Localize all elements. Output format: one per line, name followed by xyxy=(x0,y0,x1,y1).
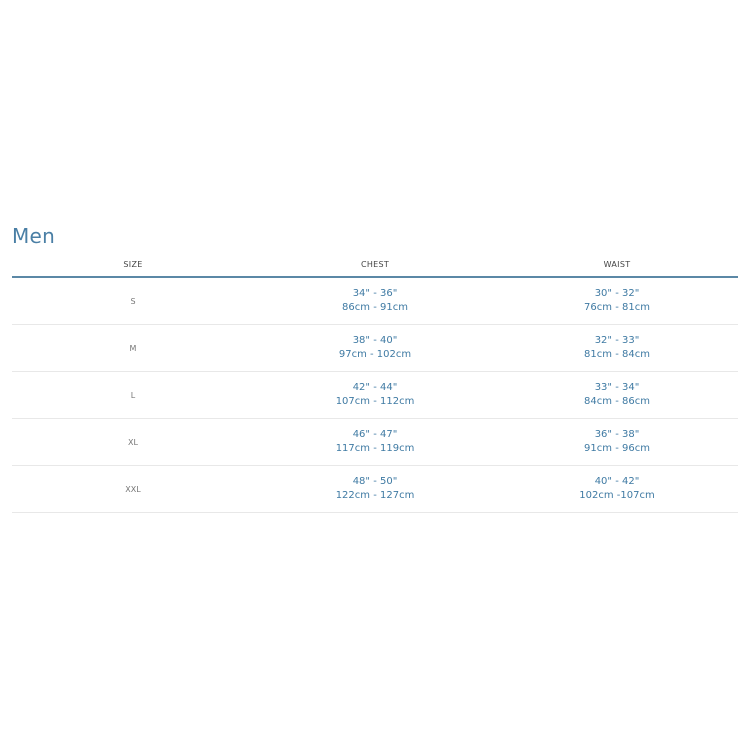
waist-cell: 40" - 42" 102cm -107cm xyxy=(496,465,738,513)
size-cell: L xyxy=(12,371,254,419)
chest-cm: 107cm - 112cm xyxy=(335,396,415,407)
chest-cm: 97cm - 102cm xyxy=(338,349,412,360)
column-header-chest: CHEST xyxy=(254,260,496,278)
waist-inches: 40" - 42" xyxy=(594,476,640,487)
waist-cm: 76cm - 81cm xyxy=(584,302,650,313)
chest-cell: 42" - 44" 107cm - 112cm xyxy=(254,371,496,419)
waist-inches: 33" - 34" xyxy=(594,382,640,393)
waist-cm: 91cm - 96cm xyxy=(584,443,650,454)
table-row: XXL 48" - 50" 122cm - 127cm 40" - 42" 102cm … xyxy=(12,465,738,513)
chest-inches: 42" - 44" xyxy=(352,382,398,393)
waist-inches: 32" - 33" xyxy=(594,335,640,346)
waist-cell: 30" - 32" 76cm - 81cm xyxy=(496,277,738,325)
chest-cm: 117cm - 119cm xyxy=(335,443,415,454)
table-row: XL 46" - 47" 117cm - 119cm 36" - 38" 91cm - … xyxy=(12,418,738,466)
column-header-size: SIZE xyxy=(12,260,254,278)
size-cell: XL xyxy=(12,418,254,466)
size-chart-table: SIZE CHEST WAIST S 34" - 36" 86cm - 91cm 30… xyxy=(12,260,738,513)
chest-inches: 48" - 50" xyxy=(352,476,398,487)
column-header-waist: WAIST xyxy=(496,260,738,278)
chest-cm: 86cm - 91cm xyxy=(342,302,408,313)
size-cell: M xyxy=(12,324,254,372)
chest-cell: 48" - 50" 122cm - 127cm xyxy=(254,465,496,513)
waist-cm: 84cm - 86cm xyxy=(584,396,650,407)
chest-inches: 38" - 40" xyxy=(352,335,398,346)
page-title: Men xyxy=(12,224,56,248)
chest-cell: 46" - 47" 117cm - 119cm xyxy=(254,418,496,466)
waist-cell: 32" - 33" 81cm - 84cm xyxy=(496,324,738,372)
waist-cell: 33" - 34" 84cm - 86cm xyxy=(496,371,738,419)
waist-inches: 36" - 38" xyxy=(594,429,640,440)
table-row: M 38" - 40" 97cm - 102cm 32" - 33" 81cm - 84… xyxy=(12,324,738,372)
table-header-row: SIZE CHEST WAIST xyxy=(12,260,738,278)
chest-inches: 46" - 47" xyxy=(352,429,398,440)
waist-inches: 30" - 32" xyxy=(594,288,640,299)
table-row: L 42" - 44" 107cm - 112cm 33" - 34" 84cm - 8… xyxy=(12,371,738,419)
chest-cell: 34" - 36" 86cm - 91cm xyxy=(254,277,496,325)
waist-cm: 81cm - 84cm xyxy=(584,349,650,360)
size-cell: S xyxy=(12,277,254,325)
chest-inches: 34" - 36" xyxy=(352,288,398,299)
chest-cell: 38" - 40" 97cm - 102cm xyxy=(254,324,496,372)
chest-cm: 122cm - 127cm xyxy=(335,490,415,501)
table-row: S 34" - 36" 86cm - 91cm 30" - 32" 76cm - 81c… xyxy=(12,277,738,325)
waist-cell: 36" - 38" 91cm - 96cm xyxy=(496,418,738,466)
waist-cm: 102cm -107cm xyxy=(579,490,655,501)
size-cell: XXL xyxy=(12,465,254,513)
